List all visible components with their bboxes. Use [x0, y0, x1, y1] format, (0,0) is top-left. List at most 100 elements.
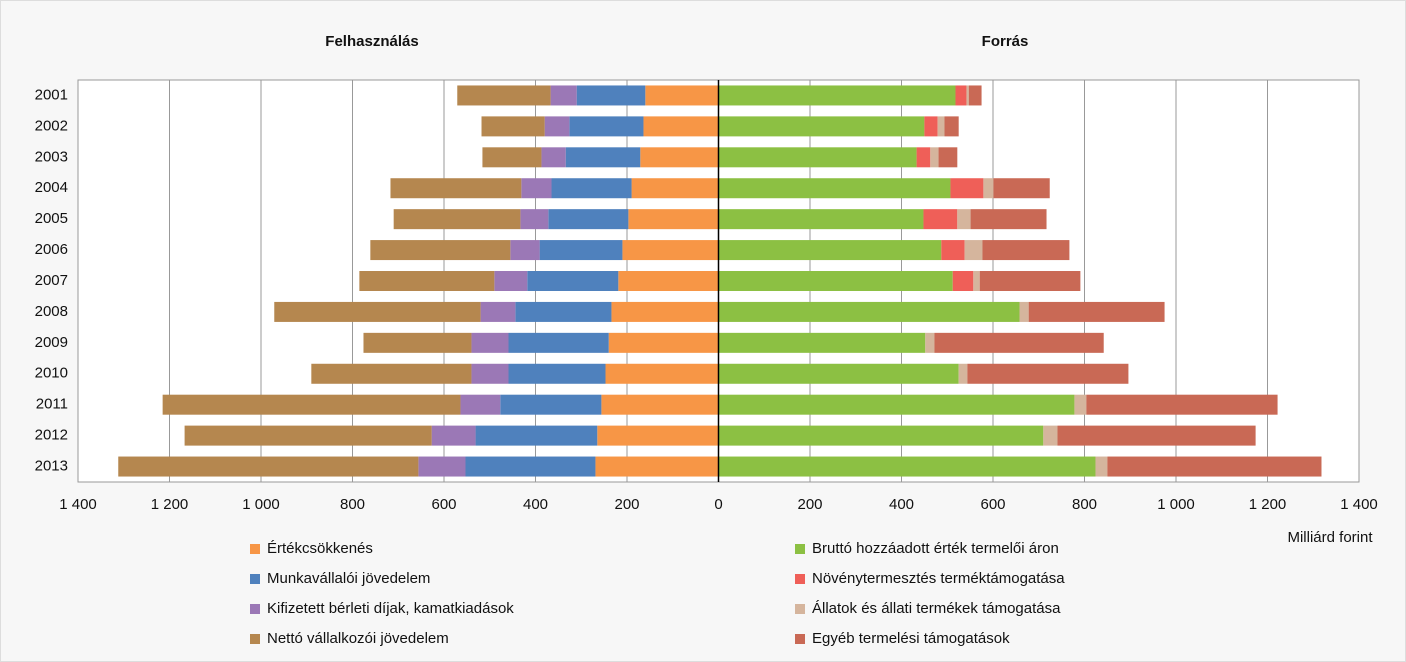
legend-swatch	[250, 544, 260, 554]
bar-segment	[611, 301, 719, 322]
bar-segment	[718, 147, 917, 168]
y-tick-label: 2012	[35, 427, 68, 444]
bar-segment	[622, 240, 719, 261]
bar-segment	[184, 425, 432, 446]
bar-segment	[608, 332, 719, 353]
bar-segment	[964, 240, 983, 261]
y-tick-label: 2011	[36, 396, 68, 413]
bar-segment	[718, 209, 924, 230]
bar-segment	[950, 178, 984, 199]
x-tick-label: 1 400	[59, 496, 97, 513]
bar-segment	[934, 332, 1104, 353]
bar-segment	[363, 332, 472, 353]
bar-segment	[471, 332, 509, 353]
bar-segment	[118, 456, 419, 477]
bar-segment	[418, 456, 466, 477]
x-tick-label: 800	[1072, 496, 1097, 513]
legend-swatch	[795, 634, 805, 644]
legend-label: Kifizetett bérleti díjak, kamatkiadások	[267, 600, 514, 617]
x-tick-label: 800	[340, 496, 365, 513]
legend-label: Bruttó hozzáadott érték termelői áron	[812, 540, 1059, 557]
legend-swatch	[250, 574, 260, 584]
bar-segment	[500, 394, 602, 415]
bar-segment	[640, 147, 719, 168]
bar-segment	[465, 456, 596, 477]
bar-segment	[595, 456, 719, 477]
bar-segment	[515, 301, 612, 322]
bar-segment	[481, 116, 545, 137]
y-tick-label: 2008	[35, 303, 68, 320]
bar-segment	[718, 240, 942, 261]
bar-segment	[539, 240, 623, 261]
y-tick-label: 2006	[35, 241, 68, 258]
bar-segment	[1019, 301, 1029, 322]
left-title: Felhasználás	[325, 33, 418, 50]
bar-segment	[958, 363, 968, 384]
bar-segment	[718, 394, 1075, 415]
bar-segment	[597, 425, 719, 446]
x-tick-label: 200	[797, 496, 822, 513]
x-tick-label: 1 200	[151, 496, 189, 513]
bar-segment	[527, 271, 619, 291]
bar-segment	[393, 209, 521, 230]
bar-segment	[359, 271, 495, 291]
x-tick-label: 400	[889, 496, 914, 513]
bar-segment	[390, 178, 522, 199]
bar-segment	[937, 116, 945, 137]
legend-label: Értékcsökkenés	[267, 540, 373, 557]
bar-segment	[311, 363, 472, 384]
bar-segment	[643, 116, 719, 137]
bar-segment	[944, 116, 959, 137]
legend-swatch	[795, 544, 805, 554]
bar-segment	[718, 332, 926, 353]
bar-segment	[618, 271, 719, 291]
bar-segment	[457, 85, 551, 106]
bar-segment	[162, 394, 461, 415]
bar-segment	[550, 85, 577, 106]
bar-segment	[718, 363, 959, 384]
legend-swatch	[795, 604, 805, 614]
bar-segment	[475, 425, 598, 446]
bar-segment	[1057, 425, 1256, 446]
bar-segment	[370, 240, 511, 261]
x-tick-label: 600	[431, 496, 456, 513]
bar-segment	[924, 116, 938, 137]
y-tick-label: 2009	[35, 334, 68, 351]
bar-segment	[510, 240, 540, 261]
bar-segment	[983, 178, 994, 199]
x-tick-label: 1 000	[1157, 496, 1195, 513]
bar-segment	[480, 301, 516, 322]
bar-segment	[941, 240, 965, 261]
x-tick-label: 400	[523, 496, 548, 513]
y-tick-label: 2003	[35, 148, 68, 165]
legend-swatch	[795, 574, 805, 584]
bar-segment	[431, 425, 476, 446]
bar-segment	[645, 85, 719, 106]
bar-segment	[1095, 456, 1108, 477]
bar-segment	[982, 240, 1070, 261]
bar-segment	[916, 147, 931, 168]
y-tick-label: 2013	[35, 458, 68, 475]
legend-label: Állatok és állati termékek támogatása	[812, 600, 1061, 617]
legend-label: Munkavállalói jövedelem	[267, 570, 430, 587]
bar-segment	[979, 271, 1081, 291]
bar-segment	[718, 271, 953, 291]
bar-segment	[718, 116, 925, 137]
bar-segment	[520, 209, 549, 230]
bar-segment	[1028, 301, 1165, 322]
bar-segment	[1107, 456, 1322, 477]
bar-segment	[957, 209, 971, 230]
bar-segment	[494, 271, 528, 291]
bar-segment	[966, 85, 969, 106]
x-tick-label: 1 400	[1340, 496, 1378, 513]
bar-segment	[967, 363, 1129, 384]
x-tick-label: 1 200	[1249, 496, 1287, 513]
bar-segment	[938, 147, 958, 168]
bar-segment	[925, 332, 935, 353]
x-tick-label: 600	[980, 496, 1005, 513]
bar-segment	[968, 85, 982, 106]
bar-segment	[601, 394, 719, 415]
bar-segment	[718, 425, 1044, 446]
bar-segment	[1086, 394, 1278, 415]
